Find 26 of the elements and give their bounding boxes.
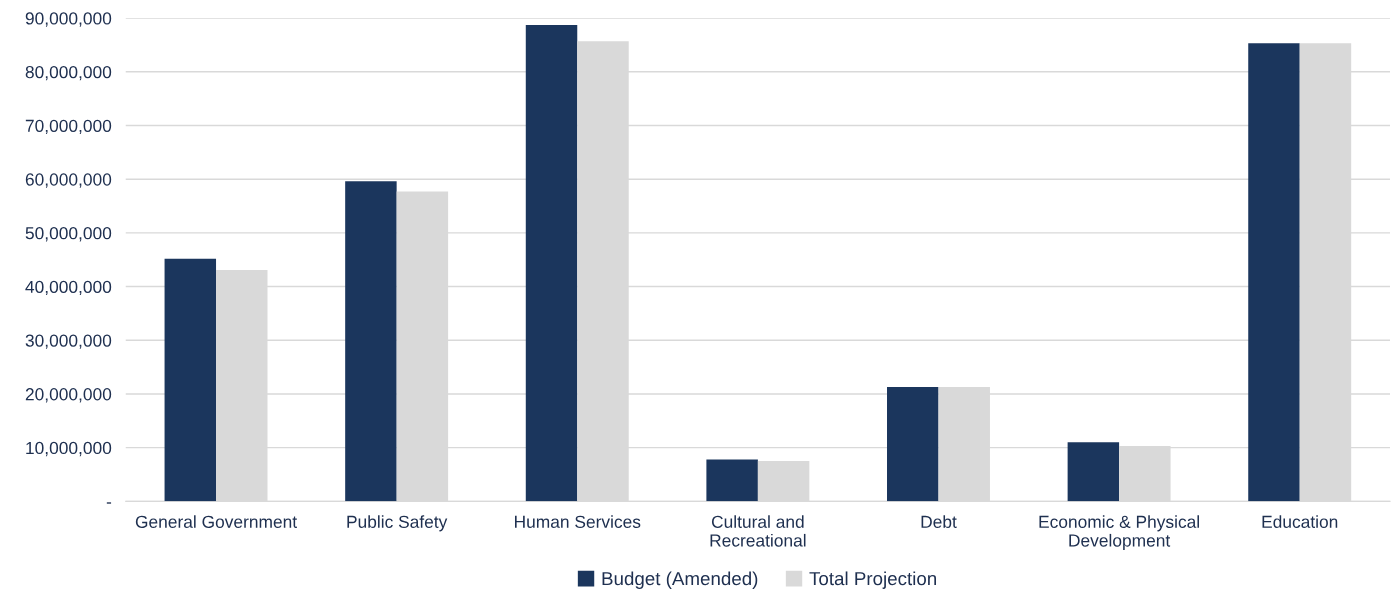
y-tick-label: 20,000,000 [25, 388, 112, 403]
y-tick-label: 10,000,000 [26, 441, 112, 457]
x-tick-label: General Government [135, 515, 297, 528]
bar [345, 181, 397, 502]
bar [1067, 442, 1120, 502]
y-tick-label: 50,000,000 [25, 227, 112, 242]
bar [164, 258, 217, 502]
bar [1248, 43, 1300, 502]
x-tick-label: Debt [921, 515, 957, 528]
x-tick-label: Economic & Physical Development [1039, 515, 1199, 551]
x-tick-label: Human Services [515, 515, 641, 528]
y-tick-label: 40,000,000 [25, 280, 112, 296]
x-tick-label: Education [1262, 515, 1338, 528]
y-tick-label: 60,000,000 [25, 173, 112, 188]
y-tick-label: 30,000,000 [25, 334, 112, 349]
y-tick-label: 90,000,000 [25, 12, 112, 27]
y-tick-label: 80,000,000 [25, 65, 112, 81]
legend-label: Budget (Amended) [602, 571, 758, 589]
y-tick-label: - [106, 502, 112, 504]
bar [706, 459, 758, 502]
y-tick-label: 70,000,000 [25, 119, 112, 135]
x-tick-label: Cultural and Recreational [710, 515, 806, 547]
legend-label: Total Projection [809, 571, 936, 589]
bar [887, 386, 939, 502]
bar [525, 25, 578, 502]
x-tick-label: Public Safety [347, 515, 448, 532]
